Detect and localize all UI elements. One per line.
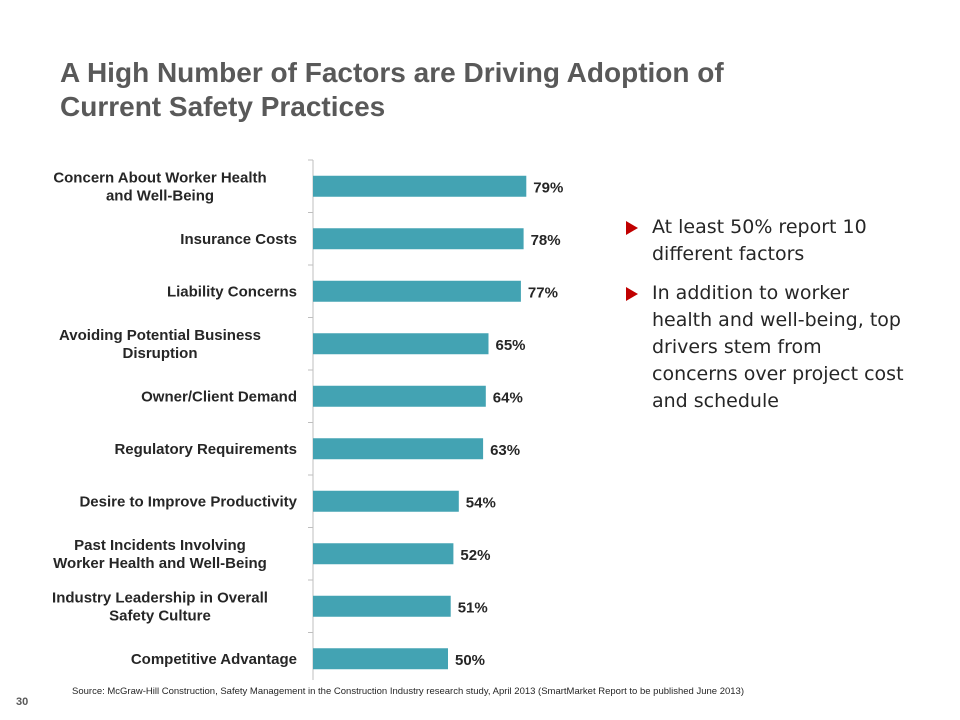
category-label: Desire to Improve Productivity — [79, 493, 297, 510]
bar-6 — [313, 438, 484, 460]
bar-3 — [313, 280, 521, 302]
data-label: 64% — [493, 389, 523, 406]
category-label: Insurance Costs — [180, 231, 297, 248]
bullet-item: At least 50% report 10 different factors — [626, 214, 906, 268]
category-label: Owner/Client Demand — [141, 388, 297, 405]
bar-2 — [313, 228, 524, 250]
category-label: Past Incidents Involving Worker Health an… — [53, 537, 267, 572]
data-label: 51% — [458, 599, 488, 616]
bar-10 — [313, 648, 448, 670]
slide-title-line-2: Current Safety Practices — [60, 91, 386, 122]
category-label: Liability Concerns — [167, 283, 297, 300]
source-note: Source: McGraw-Hill Construction, Safety… — [72, 686, 745, 697]
data-label: 78% — [531, 232, 561, 249]
data-label: 63% — [490, 442, 520, 459]
data-label: 79% — [533, 179, 563, 196]
bar-chart: 79% Concern About Worker Health and Well-B… — [52, 159, 563, 680]
data-label: 65% — [496, 337, 526, 354]
bullet-item: In addition to worker health and well-be… — [626, 280, 906, 415]
category-label: Industry Leadership in Overall Safety Cul… — [52, 589, 268, 624]
data-label: 54% — [466, 494, 496, 511]
bullet-text: At least 50% report 10 different factors — [652, 216, 867, 265]
data-label: 77% — [528, 284, 558, 301]
category-label: Avoiding Potential Business Disruption — [59, 327, 261, 362]
red-arrow-bullet-icon — [626, 221, 638, 235]
bullet-text: In addition to worker health and well-be… — [652, 282, 904, 412]
category-label: Competitive Advantage — [131, 651, 297, 668]
data-label: 50% — [455, 652, 485, 669]
red-arrow-bullet-icon — [626, 287, 638, 301]
slide-title-line-1: A High Number of Factors are Driving Ado… — [60, 57, 724, 88]
bar-7 — [313, 490, 459, 512]
page-number: 30 — [16, 696, 29, 708]
bar-1 — [313, 175, 527, 197]
bar-4 — [313, 333, 489, 355]
bar-5 — [313, 385, 486, 407]
bar-9 — [313, 595, 451, 617]
bullet-list: At least 50% report 10 different factors… — [626, 214, 906, 427]
category-label: Regulatory Requirements — [114, 441, 297, 458]
category-label: Concern About Worker Health and Well-Bein… — [53, 169, 266, 204]
slide-title: A High Number of Factors are Driving Ado… — [60, 56, 900, 124]
bar-8 — [313, 543, 454, 565]
data-label: 52% — [460, 547, 490, 564]
